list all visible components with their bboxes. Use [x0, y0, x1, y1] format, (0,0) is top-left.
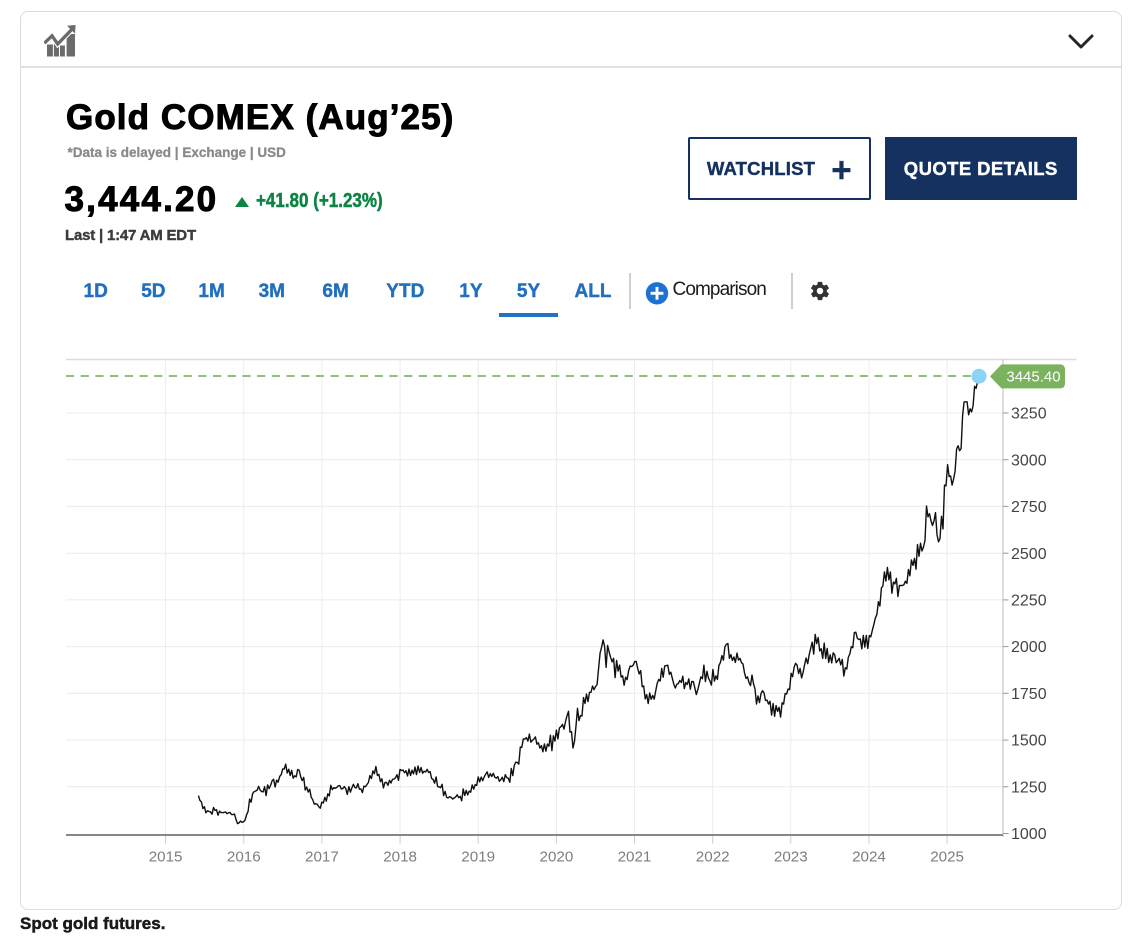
- svg-text:2017: 2017: [305, 848, 339, 865]
- svg-text:2750: 2750: [1011, 499, 1047, 516]
- svg-text:2016: 2016: [227, 848, 261, 865]
- svg-text:3000: 3000: [1011, 452, 1047, 469]
- svg-text:1000: 1000: [1011, 826, 1047, 843]
- svg-text:2250: 2250: [1011, 593, 1047, 610]
- svg-text:2022: 2022: [696, 848, 730, 865]
- svg-text:1250: 1250: [1011, 779, 1047, 796]
- svg-text:1500: 1500: [1011, 733, 1047, 750]
- svg-text:2023: 2023: [774, 848, 808, 865]
- svg-text:2021: 2021: [618, 848, 652, 865]
- svg-text:2018: 2018: [383, 848, 417, 865]
- svg-text:1750: 1750: [1011, 686, 1047, 703]
- svg-text:2020: 2020: [540, 848, 574, 865]
- svg-text:2025: 2025: [930, 848, 964, 865]
- svg-text:2019: 2019: [461, 848, 495, 865]
- svg-text:2000: 2000: [1011, 639, 1047, 656]
- svg-text:3250: 3250: [1011, 406, 1047, 423]
- svg-text:2015: 2015: [149, 848, 183, 865]
- svg-text:2500: 2500: [1011, 546, 1047, 563]
- svg-text:2024: 2024: [852, 848, 886, 865]
- svg-text:3445.40: 3445.40: [1006, 369, 1060, 386]
